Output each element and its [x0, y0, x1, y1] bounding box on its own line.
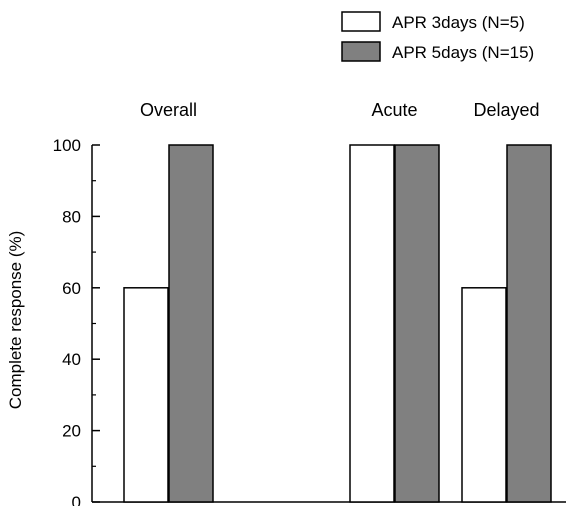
category-label-overall: Overall: [140, 100, 197, 120]
y-tick-label: 40: [62, 350, 81, 369]
bar-acute-series-2: [394, 144, 440, 503]
legend-swatch-series-1: [341, 11, 381, 32]
bars: [123, 144, 552, 503]
legend-label-series-2: APR 5days (N=15): [392, 43, 534, 62]
y-tick-label: 80: [62, 207, 81, 226]
legend: APR 3days (N=5) APR 5days (N=15): [341, 11, 534, 62]
category-labels: Overall Acute Delayed: [140, 100, 540, 120]
y-axis-label: Complete response (%): [6, 231, 25, 410]
bar-overall-series-2: [168, 144, 214, 503]
bar-delayed-series-2: [506, 144, 552, 503]
y-tick-label: 100: [53, 136, 81, 155]
category-label-acute: Acute: [371, 100, 417, 120]
y-tick-label: 0: [72, 493, 81, 506]
legend-swatch-series-2: [341, 41, 381, 62]
y-tick-label: 60: [62, 279, 81, 298]
y-tick-label: 20: [62, 422, 81, 441]
bar-overall-series-1: [123, 287, 169, 503]
legend-label-series-1: APR 3days (N=5): [392, 13, 525, 32]
category-label-delayed: Delayed: [473, 100, 539, 120]
bar-delayed-series-1: [461, 287, 507, 503]
bar-acute-series-1: [349, 144, 395, 503]
